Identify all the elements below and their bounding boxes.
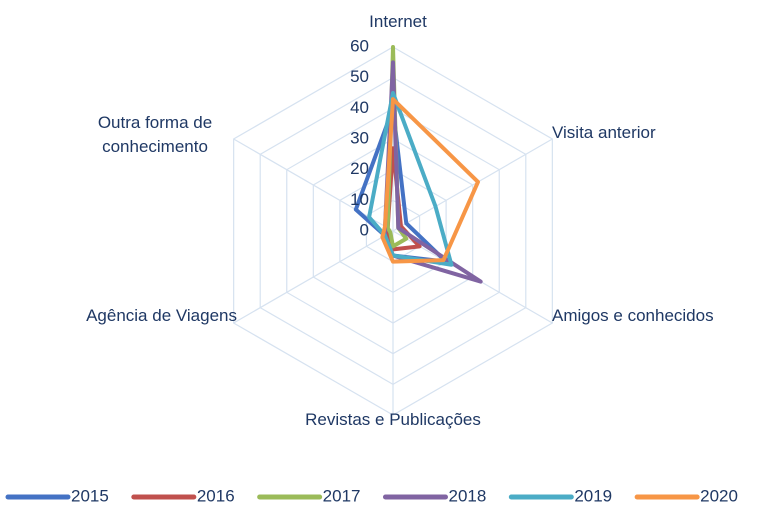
category-label: Internet (369, 12, 427, 31)
y-tick-label: 0 (360, 220, 369, 239)
legend-label: 2015 (71, 486, 109, 505)
legend-label: 2020 (700, 486, 738, 505)
y-tick-label: 40 (350, 98, 369, 117)
y-tick-label: 10 (350, 190, 369, 209)
y-tick-label: 20 (350, 159, 369, 178)
category-label: Amigos e conhecidos (552, 306, 714, 325)
series-line (367, 91, 454, 267)
category-label: Visita anterior (552, 123, 656, 142)
category-label: Outra forma de conhecimento (97, 113, 213, 156)
y-tick-label: 60 (350, 36, 369, 55)
series-line (380, 97, 480, 264)
y-tick-label: 30 (350, 128, 369, 147)
legend-label: 2017 (323, 486, 361, 505)
axis-spoke (233, 230, 394, 324)
legend-label: 2016 (197, 486, 235, 505)
category-label: Agência de Viagens (86, 306, 237, 325)
y-tick-label: 50 (350, 67, 369, 86)
axis-spoke (392, 138, 553, 232)
category-label: Revistas e Publicações (305, 410, 481, 429)
legend-label: 2018 (448, 486, 486, 505)
legend-label: 2019 (574, 486, 612, 505)
axis-spoke (233, 138, 394, 232)
